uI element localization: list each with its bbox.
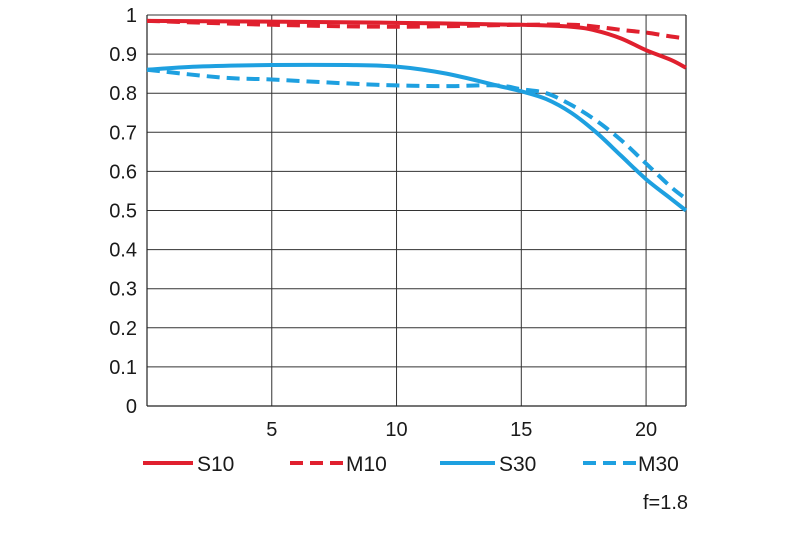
legend-label-s10: S10 xyxy=(197,453,234,476)
series-line-m10 xyxy=(146,18,687,41)
y-tick-label: 0.8 xyxy=(109,83,137,105)
legend-label-m10: M10 xyxy=(346,453,387,476)
series-line-m30 xyxy=(146,67,688,201)
y-tick-label: 0.3 xyxy=(109,279,137,301)
x-tick-label: 15 xyxy=(510,419,532,441)
x-tick-label: 20 xyxy=(635,419,657,441)
series-line-s30 xyxy=(146,62,688,213)
x-tick-label: 10 xyxy=(385,419,407,441)
y-tick-label: 0.1 xyxy=(109,357,137,379)
y-tick-label: 0 xyxy=(126,396,137,418)
legend: S10 M10 S30 M30 xyxy=(143,453,679,476)
series-lines xyxy=(146,18,688,213)
x-tick-label: 5 xyxy=(266,419,277,441)
y-tick-label: 0.7 xyxy=(109,122,137,144)
y-tick-label: 1 xyxy=(126,5,137,27)
y-tick-labels: 0 0.1 0.2 0.3 0.4 0.5 0.6 0.7 0.8 0.9 1 xyxy=(109,5,137,418)
y-tick-label: 0.9 xyxy=(109,44,137,66)
legend-label-s30: S30 xyxy=(499,453,536,476)
aperture-label: f=1.8 xyxy=(642,492,688,514)
legend-label-m30: M30 xyxy=(638,453,679,476)
y-tick-label: 0.6 xyxy=(109,161,137,183)
grid-lines xyxy=(147,14,686,407)
y-tick-label: 0.2 xyxy=(109,318,137,340)
y-tick-label: 0.4 xyxy=(109,240,137,262)
x-tick-labels: 5 10 15 20 xyxy=(266,419,657,441)
y-tick-label: 0.5 xyxy=(109,201,137,223)
